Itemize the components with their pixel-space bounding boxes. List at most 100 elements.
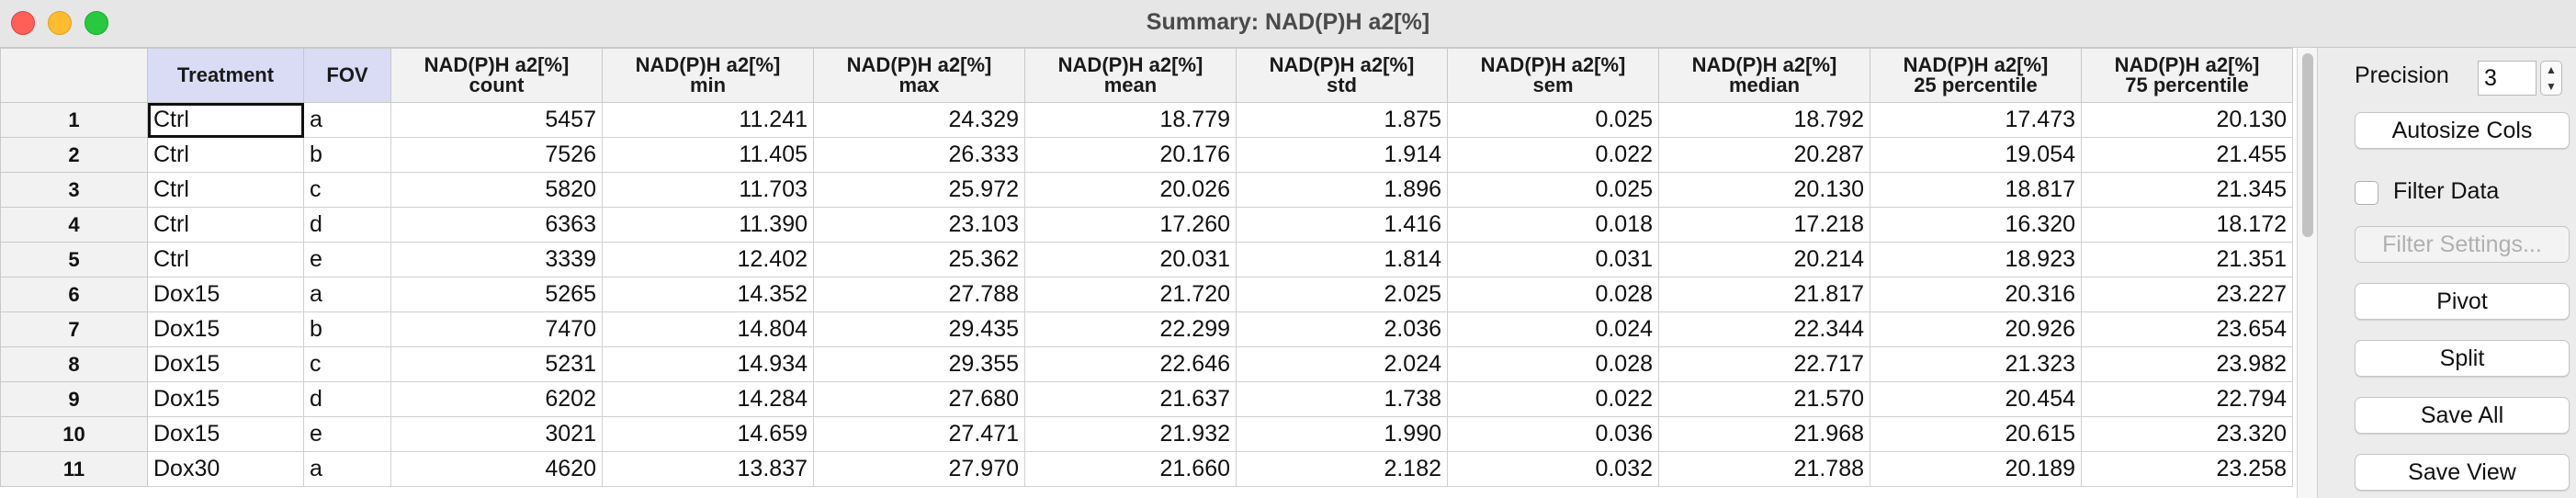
table-cell[interactable]: Dox15 — [147, 346, 304, 382]
table-cell[interactable]: 1.875 — [1236, 102, 1448, 138]
table-cell[interactable]: 0.018 — [1447, 207, 1659, 243]
table-cell[interactable]: d — [303, 381, 391, 417]
table-cell[interactable]: 2.024 — [1236, 346, 1448, 382]
table-cell[interactable]: 21.455 — [2081, 137, 2293, 173]
table-cell[interactable]: 4620 — [390, 451, 603, 487]
maximize-window-button[interactable] — [85, 11, 108, 35]
table-cell[interactable]: 21.968 — [1658, 416, 1870, 452]
table-cell[interactable]: 23.227 — [2081, 277, 2293, 312]
table-cell[interactable]: 3339 — [390, 242, 603, 277]
table-cell[interactable]: Ctrl — [147, 207, 304, 243]
table-cell[interactable]: 1.896 — [1236, 172, 1448, 208]
table-cell[interactable]: 27.471 — [813, 416, 1025, 452]
filter-settings-button[interactable]: Filter Settings... — [2355, 226, 2570, 263]
table-cell[interactable]: b — [303, 311, 391, 347]
column-header[interactable]: NAD(P)H a2[%] std — [1236, 48, 1448, 103]
stepper-icon[interactable]: ▲ ▼ — [2540, 61, 2562, 96]
table-cell[interactable]: 20.316 — [1870, 277, 2082, 312]
table-cell[interactable]: Dox15 — [147, 311, 304, 347]
pivot-button[interactable]: Pivot — [2355, 283, 2570, 320]
table-cell[interactable]: Dox15 — [147, 381, 304, 417]
table-cell[interactable]: 20.031 — [1024, 242, 1237, 277]
close-window-button[interactable] — [11, 11, 35, 35]
table-cell[interactable]: 20.176 — [1024, 137, 1237, 173]
table-cell[interactable]: 16.320 — [1870, 207, 2082, 243]
autosize-cols-button[interactable]: Autosize Cols — [2355, 112, 2570, 149]
table-cell[interactable]: 22.344 — [1658, 311, 1870, 347]
table-cell[interactable]: 0.028 — [1447, 277, 1659, 312]
table-cell[interactable]: 1.990 — [1236, 416, 1448, 452]
table-cell[interactable]: 17.473 — [1870, 102, 2082, 138]
save-view-button[interactable]: Save View — [2355, 454, 2570, 491]
table-cell[interactable]: 18.923 — [1870, 242, 2082, 277]
column-header[interactable]: NAD(P)H a2[%] sem — [1447, 48, 1659, 103]
table-cell[interactable]: b — [303, 137, 391, 173]
table-cell[interactable]: 0.028 — [1447, 346, 1659, 382]
table-cell[interactable]: 27.680 — [813, 381, 1025, 417]
table-cell[interactable]: a — [303, 451, 391, 487]
column-header[interactable]: Treatment — [147, 48, 304, 103]
table-cell[interactable]: 20.026 — [1024, 172, 1237, 208]
table-cell[interactable]: 5457 — [390, 102, 603, 138]
table-cell[interactable]: 22.646 — [1024, 346, 1237, 382]
table-cell[interactable]: 20.130 — [2081, 102, 2293, 138]
table-cell[interactable]: 0.031 — [1447, 242, 1659, 277]
column-header[interactable]: NAD(P)H a2[%] count — [390, 48, 603, 103]
table-cell[interactable]: 3021 — [390, 416, 603, 452]
table-cell[interactable]: 20.130 — [1658, 172, 1870, 208]
table-cell[interactable]: 21.351 — [2081, 242, 2293, 277]
table-cell[interactable]: 0.024 — [1447, 311, 1659, 347]
table-cell[interactable]: 14.284 — [602, 381, 814, 417]
table-cell[interactable]: 21.817 — [1658, 277, 1870, 312]
table-cell[interactable]: 11.390 — [602, 207, 814, 243]
table-cell[interactable]: 23.320 — [2081, 416, 2293, 452]
save-all-button[interactable]: Save All — [2355, 397, 2570, 434]
table-cell[interactable]: 22.299 — [1024, 311, 1237, 347]
table-cell[interactable]: 21.720 — [1024, 277, 1237, 312]
table-cell[interactable]: 20.454 — [1870, 381, 2082, 417]
row-header[interactable]: 7 — [0, 311, 148, 347]
row-header[interactable]: 6 — [0, 277, 148, 312]
table-cell[interactable]: 14.659 — [602, 416, 814, 452]
table-cell[interactable]: Ctrl — [147, 242, 304, 277]
row-header[interactable]: 9 — [0, 381, 148, 417]
table-cell[interactable]: 18.172 — [2081, 207, 2293, 243]
precision-input[interactable]: 3 — [2478, 61, 2536, 96]
table-cell[interactable]: 0.025 — [1447, 102, 1659, 138]
table-cell[interactable]: 2.182 — [1236, 451, 1448, 487]
column-header[interactable]: NAD(P)H a2[%] max — [813, 48, 1025, 103]
table-cell[interactable]: 5231 — [390, 346, 603, 382]
table-cell[interactable]: 14.934 — [602, 346, 814, 382]
table-cell[interactable]: 27.788 — [813, 277, 1025, 312]
vertical-scroll-thumb[interactable] — [2302, 53, 2313, 237]
table-cell[interactable]: 20.189 — [1870, 451, 2082, 487]
table-cell[interactable]: 21.570 — [1658, 381, 1870, 417]
column-header[interactable]: NAD(P)H a2[%] mean — [1024, 48, 1237, 103]
table-cell[interactable]: 7470 — [390, 311, 603, 347]
table-cell[interactable]: 14.804 — [602, 311, 814, 347]
row-header[interactable]: 11 — [0, 451, 148, 487]
table-cell[interactable]: 19.054 — [1870, 137, 2082, 173]
table-cell[interactable]: 27.970 — [813, 451, 1025, 487]
column-header[interactable]: NAD(P)H a2[%] 75 percentile — [2081, 48, 2293, 103]
table-cell[interactable]: 21.788 — [1658, 451, 1870, 487]
table-cell[interactable]: 20.287 — [1658, 137, 1870, 173]
table-cell[interactable]: Dox30 — [147, 451, 304, 487]
table-cell[interactable]: 13.837 — [602, 451, 814, 487]
table-cell[interactable]: 20.214 — [1658, 242, 1870, 277]
table-cell[interactable]: 6363 — [390, 207, 603, 243]
table-cell[interactable]: 11.703 — [602, 172, 814, 208]
table-cell[interactable]: a — [303, 277, 391, 312]
table-cell[interactable]: 0.025 — [1447, 172, 1659, 208]
table-cell[interactable]: 21.637 — [1024, 381, 1237, 417]
table-cell[interactable]: 7526 — [390, 137, 603, 173]
column-header[interactable]: NAD(P)H a2[%] min — [602, 48, 814, 103]
table-cell[interactable]: 23.258 — [2081, 451, 2293, 487]
table-cell[interactable]: 17.218 — [1658, 207, 1870, 243]
table-cell[interactable]: 2.036 — [1236, 311, 1448, 347]
table-cell[interactable]: Ctrl — [147, 137, 304, 173]
table-cell[interactable]: 1.814 — [1236, 242, 1448, 277]
split-button[interactable]: Split — [2355, 340, 2570, 377]
row-header[interactable]: 10 — [0, 416, 148, 452]
vertical-scrollbar[interactable] — [2297, 48, 2317, 498]
